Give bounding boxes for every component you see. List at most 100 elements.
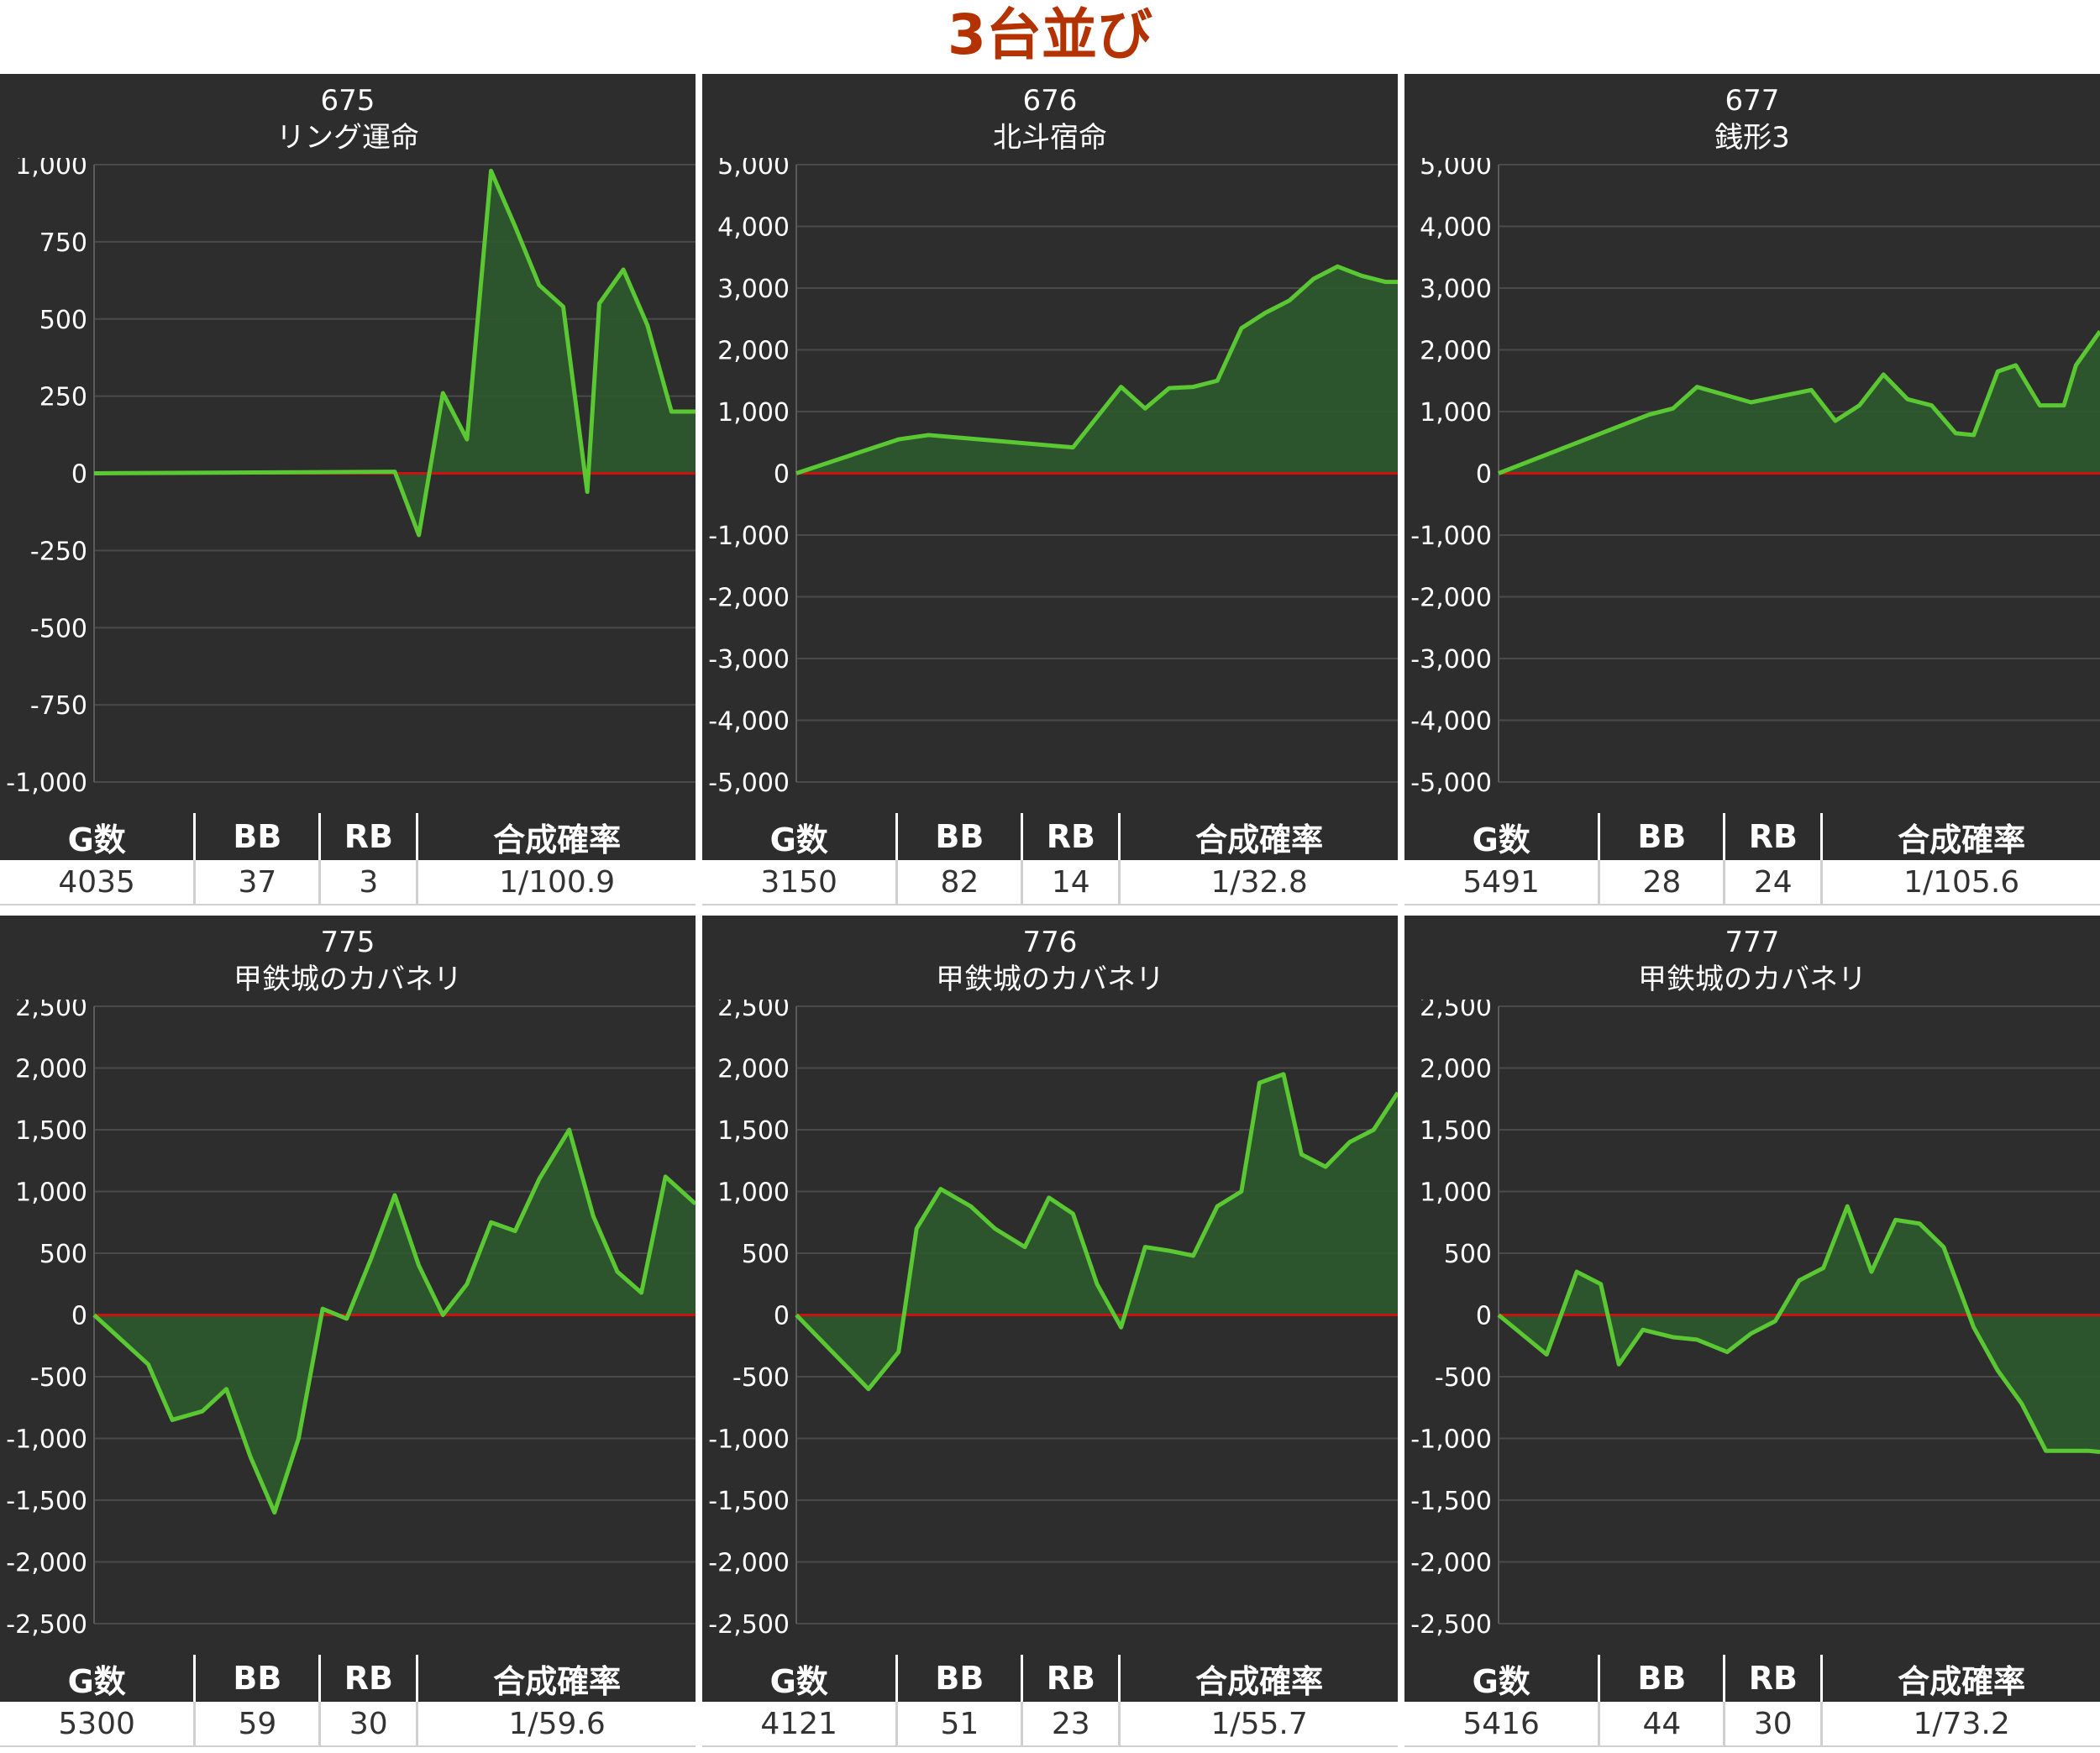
panel-header: 777 甲鉄城のカバネリ xyxy=(1404,916,2100,998)
machine-number: 677 xyxy=(1725,84,1780,118)
stats-value-prob: 1/73.2 xyxy=(1821,1702,2100,1747)
stats-value-row: 4121 51 23 1/55.7 xyxy=(702,1702,1398,1747)
stats-value-row: 4035 37 3 1/100.9 xyxy=(0,860,696,905)
series-line xyxy=(1497,1204,2100,1455)
stats-table: G数 BB RB 合成確率 4035 37 3 1/100.9 xyxy=(0,813,696,905)
y-tick-label: 2,000 xyxy=(1420,337,1492,366)
stats-value-prob: 1/32.8 xyxy=(1119,860,1398,905)
y-tick-label: -3,000 xyxy=(708,645,790,674)
y-tick-label: 1,000 xyxy=(1420,1178,1492,1208)
stats-header-bb: BB xyxy=(194,1655,322,1702)
stats-value-rb: 14 xyxy=(1021,860,1121,905)
machine-panel: 777 甲鉄城のカバネリ 2,500 2,000 1,500 1,000 500 0 -500 -… xyxy=(1404,916,2100,1747)
series-line xyxy=(93,168,696,538)
page-title: 3台並び xyxy=(948,3,1152,67)
y-tick-label: 3,000 xyxy=(717,275,790,304)
y-tick-label: 1,500 xyxy=(15,1116,87,1146)
stats-value-g: 4035 xyxy=(0,860,197,905)
machine-name: 甲鉄城のカバネリ xyxy=(936,963,1164,996)
y-tick-label: -4,000 xyxy=(708,707,790,737)
stats-header-prob: 合成確率 xyxy=(1119,813,1398,860)
y-tick-label: -1,500 xyxy=(1410,1487,1492,1516)
series-line xyxy=(92,1127,696,1515)
stats-header-row: G数 BB RB 合成確率 xyxy=(0,813,696,860)
y-tick-label: 2,500 xyxy=(15,1000,87,1022)
stats-table: G数 BB RB 合成確率 5416 44 30 1/73.2 xyxy=(1404,1655,2100,1747)
panel-header: 776 甲鉄城のカバネリ xyxy=(702,916,1398,998)
machine-name: 北斗宿命 xyxy=(993,121,1107,155)
y-tick-label: -3,000 xyxy=(1410,645,1492,674)
y-tick-label: -2,000 xyxy=(6,1549,87,1578)
y-tick-label: -1,000 xyxy=(1410,522,1492,551)
stats-value-row: 3150 82 14 1/32.8 xyxy=(702,860,1398,905)
y-tick-label: -4,000 xyxy=(1410,707,1492,737)
y-tick-label: 2,000 xyxy=(15,1055,87,1084)
y-tick-label: -2,000 xyxy=(1410,584,1492,613)
y-tick-label: 3,000 xyxy=(1420,275,1492,304)
y-tick-label: 1,000 xyxy=(15,158,87,181)
y-tick-label: 4,000 xyxy=(1420,213,1492,243)
y-tick-label: 2,500 xyxy=(1420,1000,1492,1022)
y-tick-label: 0 xyxy=(71,1302,87,1331)
y-tick-label: 500 xyxy=(39,1240,87,1269)
stats-header-g: G数 xyxy=(0,813,197,860)
stats-value-bb: 37 xyxy=(194,860,322,905)
stats-header-row: G数 BB RB 合成確率 xyxy=(1404,1655,2100,1702)
stats-header-g: G数 xyxy=(702,813,899,860)
stats-header-bb: BB xyxy=(1599,813,1726,860)
stats-value-g: 4121 xyxy=(702,1702,899,1747)
y-tick-label: -500 xyxy=(1435,1363,1492,1393)
y-tick-label: -250 xyxy=(30,537,87,566)
machine-panel: 675 リング運命 1,000 750 500 250 0 -250 -500 -750 -1,00… xyxy=(0,74,696,905)
y-tick-label: 250 xyxy=(39,383,87,412)
stats-value-row: 5491 28 24 1/105.6 xyxy=(1404,860,2100,905)
y-tick-label: -1,000 xyxy=(6,769,87,798)
stats-header-rb: RB xyxy=(1724,1655,1824,1702)
y-tick-label: -1,000 xyxy=(708,522,790,551)
stats-header-row: G数 BB RB 合成確率 xyxy=(702,1655,1398,1702)
y-tick-label: 500 xyxy=(1444,1240,1492,1269)
area-fill xyxy=(94,1130,696,1513)
stats-header-row: G数 BB RB 合成確率 xyxy=(1404,813,2100,860)
stats-table: G数 BB RB 合成確率 5300 59 30 1/59.6 xyxy=(0,1655,696,1747)
stats-value-rb: 30 xyxy=(1724,1702,1824,1747)
y-tick-label: -500 xyxy=(732,1363,790,1393)
stats-header-row: G数 BB RB 合成確率 xyxy=(702,813,1398,860)
machine-name: 甲鉄城のカバネリ xyxy=(234,963,462,996)
machine-name: 銭形3 xyxy=(1714,121,1790,155)
y-tick-label: 5,000 xyxy=(717,158,790,181)
stats-header-bb: BB xyxy=(896,1655,1024,1702)
stats-value-g: 5416 xyxy=(1404,1702,1601,1747)
stats-value-bb: 59 xyxy=(194,1702,322,1747)
machine-number: 675 xyxy=(320,84,375,118)
y-tick-label: -2,000 xyxy=(708,584,790,613)
y-tick-label: 1,000 xyxy=(1420,398,1492,428)
y-tick-label: 1,000 xyxy=(717,398,790,428)
stats-header-g: G数 xyxy=(1404,1655,1601,1702)
stats-value-prob: 1/105.6 xyxy=(1821,860,2100,905)
panel-header: 675 リング運命 xyxy=(0,74,696,156)
stats-header-prob: 合成確率 xyxy=(1821,813,2100,860)
stats-header-prob: 合成確率 xyxy=(1119,1655,1398,1702)
y-tick-label: -1,500 xyxy=(708,1487,790,1516)
y-tick-label: 1,500 xyxy=(1420,1116,1492,1146)
stats-value-bb: 44 xyxy=(1599,1702,1726,1747)
stats-value-prob: 1/55.7 xyxy=(1119,1702,1398,1747)
area-fill xyxy=(94,171,696,535)
stats-header-prob: 合成確率 xyxy=(1821,1655,2100,1702)
stats-value-prob: 1/59.6 xyxy=(417,1702,696,1747)
stats-header-g: G数 xyxy=(1404,813,1601,860)
slump-chart: 1,000 750 500 250 0 -250 -500 -750 -1,000 xyxy=(6,158,696,798)
slump-chart: 5,000 4,000 3,000 2,000 1,000 0 -1,000 -2,000 -3… xyxy=(1410,158,2100,798)
machine-number: 676 xyxy=(1022,84,1078,118)
y-tick-label: -1,000 xyxy=(1410,1425,1492,1455)
stats-value-rb: 30 xyxy=(319,1702,419,1747)
y-tick-label: 2,000 xyxy=(717,337,790,366)
y-tick-label: 0 xyxy=(1476,460,1492,490)
stats-table: G数 BB RB 合成確率 4121 51 23 1/55.7 xyxy=(702,1655,1398,1747)
stats-header-prob: 合成確率 xyxy=(417,1655,696,1702)
stats-header-row: G数 BB RB 合成確率 xyxy=(0,1655,696,1702)
stats-value-g: 5491 xyxy=(1404,860,1601,905)
area-fill xyxy=(796,1073,1398,1389)
panel-header: 676 北斗宿命 xyxy=(702,74,1398,156)
